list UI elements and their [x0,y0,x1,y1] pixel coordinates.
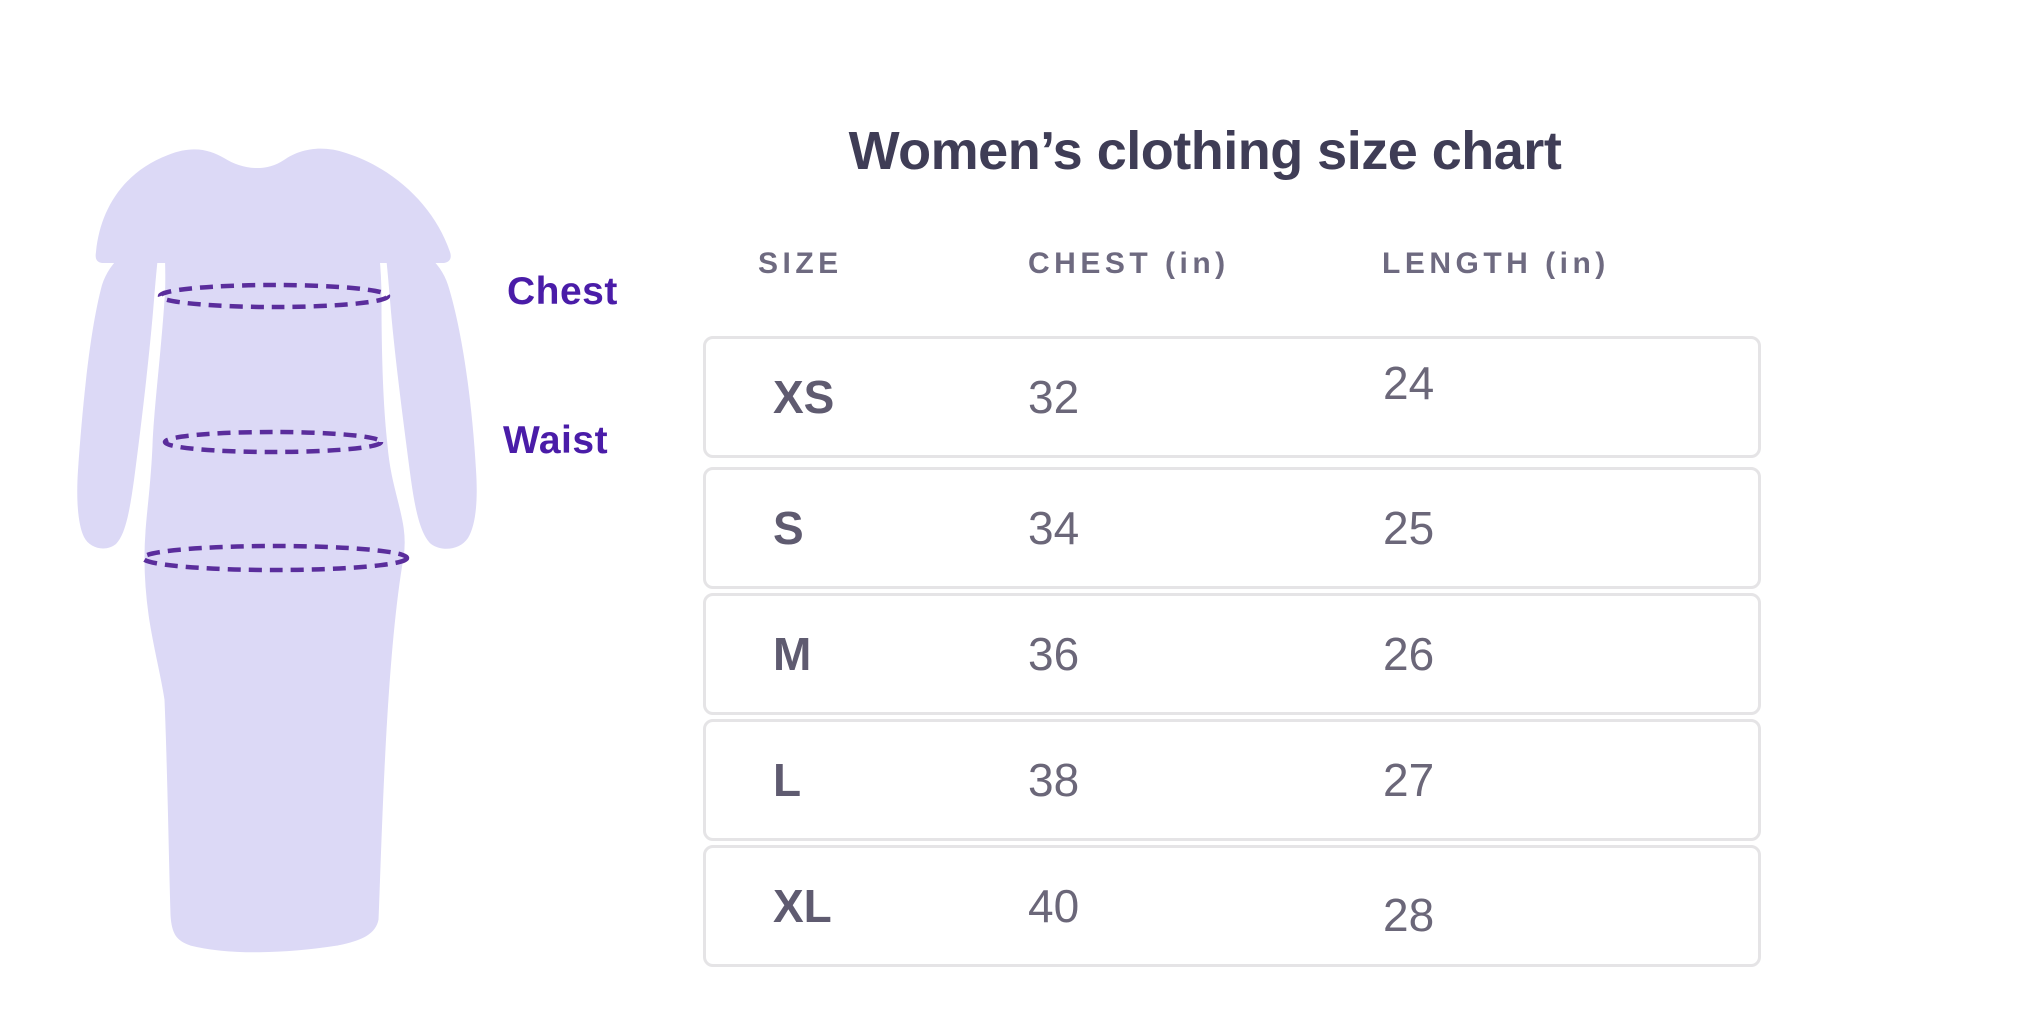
table-header: SIZE CHEST (in) LENGTH (in) [703,247,1761,283]
length-cell: 27 [1383,754,1435,806]
dress-illustration [77,148,477,958]
chest-cell: 38 [1028,754,1080,806]
dress-right-sleeve [378,235,477,549]
size-cell: S [773,502,804,554]
chest-cell: 32 [1028,371,1080,423]
size-cell: L [773,754,802,806]
hip-measurement-ellipse [140,543,410,573]
length-cell: 25 [1383,502,1435,554]
chest-label: Chest [507,270,618,313]
chest-cell: 34 [1028,502,1080,554]
table-row-s: S 34 25 [703,467,1761,589]
table-row-l: L 38 27 [703,719,1761,841]
table-row-xs: XS 32 24 [703,336,1761,458]
size-cell: M [773,628,812,680]
table-row-xl: XL 40 28 [703,845,1761,967]
size-cell: XL [773,880,832,932]
length-cell: 24 [1383,357,1435,409]
size-table: XS 32 24 S 34 25 M 36 26 L 38 27 XL 40 2… [703,336,1761,971]
column-header-chest: CHEST (in) [1028,247,1230,280]
table-row-m: M 36 26 [703,593,1761,715]
length-cell: 28 [1383,889,1435,941]
waist-measurement-ellipse [162,429,384,455]
page-title: Women’s clothing size chart [848,121,1562,181]
waist-label: Waist [503,419,609,462]
dress-shoulders [95,148,451,263]
length-cell: 26 [1383,628,1435,680]
chest-measurement-ellipse [157,282,391,310]
size-cell: XS [773,371,835,423]
chest-cell: 40 [1028,880,1080,932]
chest-cell: 36 [1028,628,1080,680]
dress-left-sleeve [77,235,168,549]
column-header-size: SIZE [758,247,843,280]
dress-body [139,227,410,958]
column-header-length: LENGTH (in) [1382,247,1610,280]
